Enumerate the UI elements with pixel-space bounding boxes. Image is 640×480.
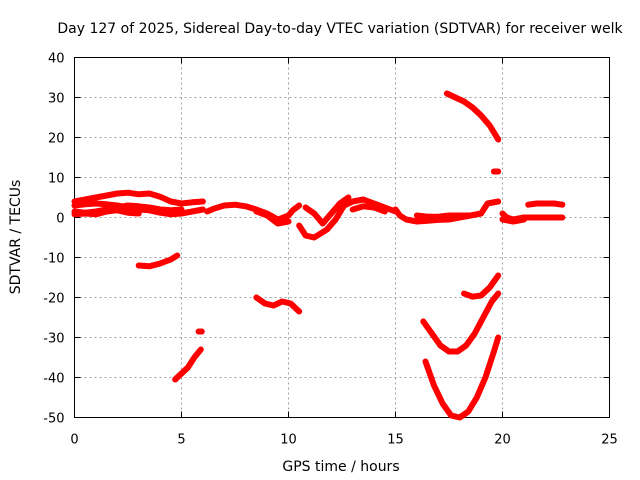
series-pass-g xyxy=(296,196,399,241)
data-series xyxy=(71,90,566,421)
x-tick-label: 25 xyxy=(601,433,618,448)
y-tick-label: -30 xyxy=(43,332,64,347)
plot-frame xyxy=(74,57,610,418)
y-tick-label: 40 xyxy=(48,52,65,67)
x-tick-label: 15 xyxy=(387,433,404,448)
y-tick-label: -40 xyxy=(43,372,64,387)
series-pass-b xyxy=(71,189,206,207)
series-pass-t xyxy=(253,294,303,315)
y-tick-label: -10 xyxy=(43,252,64,267)
x-tick-label: 20 xyxy=(494,433,511,448)
y-tick-label: 20 xyxy=(48,132,65,147)
y-tick-label: -50 xyxy=(43,412,64,427)
series-pass-i xyxy=(349,203,388,215)
series-pass-k xyxy=(413,212,474,220)
series-pass-l xyxy=(443,90,502,143)
x-tick-label: 0 xyxy=(70,433,78,448)
series-pass-o xyxy=(499,216,527,225)
series-pass-q xyxy=(135,252,181,270)
series-pass-j xyxy=(392,198,502,225)
chart-title: Day 127 of 2025, Sidereal Day-to-day VTE… xyxy=(57,21,623,37)
series-pass-v xyxy=(422,334,502,421)
y-tick-label: 10 xyxy=(48,172,65,187)
series-pass-f xyxy=(253,208,292,227)
grid xyxy=(74,57,610,418)
axis-ticks: 0 5 10 15 20 25 -50 -40 -30 -20 -10 0 10 20 30 40 xyxy=(43,52,618,448)
series-pass-d xyxy=(71,207,142,218)
series-pass-h xyxy=(302,194,352,227)
series-pass-p xyxy=(525,200,566,208)
y-axis-title: SDTVAR / TECUs xyxy=(8,180,24,295)
y-tick-label: -20 xyxy=(43,292,64,307)
series-pass-u xyxy=(420,290,502,355)
y-tick-label: 0 xyxy=(56,212,64,227)
x-tick-label: 5 xyxy=(177,433,185,448)
series-pass-a xyxy=(71,200,206,218)
series-pass-r xyxy=(172,346,204,383)
x-axis-title: GPS time / hours xyxy=(282,459,399,475)
y-tick-label: 30 xyxy=(48,92,65,107)
x-tick-label: 10 xyxy=(280,433,297,448)
series-pass-w xyxy=(461,272,502,300)
